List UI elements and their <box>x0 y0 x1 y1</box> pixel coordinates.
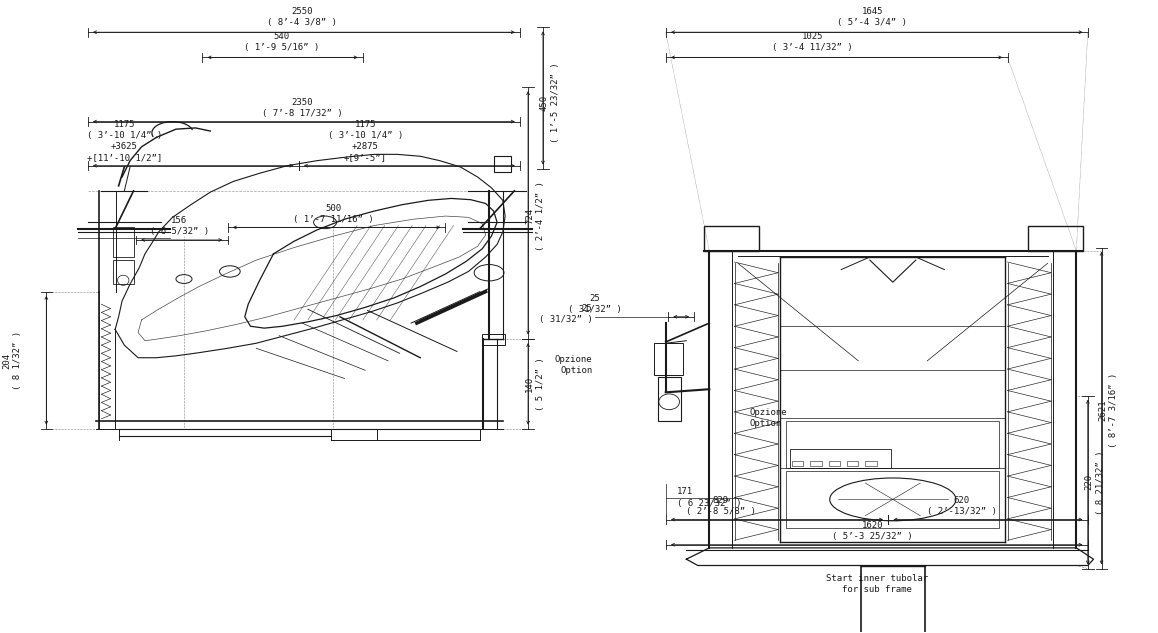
Text: 2621
( 8’-7 3/16” ): 2621 ( 8’-7 3/16” ) <box>1099 372 1119 448</box>
Text: 2550
( 8’-4 3/8” ): 2550 ( 8’-4 3/8” ) <box>267 7 337 27</box>
Bar <box>846 461 858 466</box>
Bar <box>865 461 877 466</box>
Text: Opzione
Option: Opzione Option <box>749 408 787 428</box>
Text: 156
( 6 5/32” ): 156 ( 6 5/32” ) <box>149 216 208 236</box>
Bar <box>829 461 840 466</box>
Text: 140
( 5 1/2” ): 140 ( 5 1/2” ) <box>525 357 545 411</box>
Text: 724
( 2’-4 1/2” ): 724 ( 2’-4 1/2” ) <box>525 181 545 251</box>
Text: 450
( 1’-5 23/32” ): 450 ( 1’-5 23/32” ) <box>540 63 560 143</box>
Bar <box>786 421 999 468</box>
Text: 1645
( 5’-4 3/4” ): 1645 ( 5’-4 3/4” ) <box>837 7 907 27</box>
Text: 500
( 1’-7 11/16” ): 500 ( 1’-7 11/16” ) <box>293 204 373 223</box>
Text: 1175
( 3’-10 1/4” )
+2875
+[9’-5”]: 1175 ( 3’-10 1/4” ) +2875 +[9’-5”] <box>328 120 403 162</box>
Bar <box>482 334 505 345</box>
Bar <box>704 225 758 251</box>
Text: 2350
( 7’-8 17/32” ): 2350 ( 7’-8 17/32” ) <box>262 97 343 118</box>
Bar <box>790 449 891 468</box>
Text: 204
( 8 1/32” ): 204 ( 8 1/32” ) <box>2 331 22 391</box>
Bar <box>493 156 511 172</box>
Text: 171
( 6 23/32” ): 171 ( 6 23/32” ) <box>677 487 741 508</box>
Bar <box>112 260 133 284</box>
Bar <box>792 461 804 466</box>
Text: Opzione
Option: Opzione Option <box>555 354 592 375</box>
Text: 1620
( 5’-3 25/32” ): 1620 ( 5’-3 25/32” ) <box>831 521 913 541</box>
Bar <box>658 377 681 421</box>
Text: 829
( 2’-8 5/8” ): 829 ( 2’-8 5/8” ) <box>686 496 756 516</box>
Text: 620
( 2’-13/32” ): 620 ( 2’-13/32” ) <box>926 496 997 516</box>
Text: 220
( 8 21/32” ): 220 ( 8 21/32” ) <box>1085 450 1105 515</box>
Text: 25
( 31/32” ): 25 ( 31/32” ) <box>567 294 622 314</box>
Text: 540
( 1’-9 5/16” ): 540 ( 1’-9 5/16” ) <box>244 32 320 53</box>
Bar <box>786 471 999 528</box>
Bar <box>654 343 683 375</box>
Text: 1025
( 3’-4 11/32” ): 1025 ( 3’-4 11/32” ) <box>772 32 852 53</box>
Text: Start inner tubolar
for sub frame: Start inner tubolar for sub frame <box>826 573 928 594</box>
Text: 1175
( 3’-10 1/4” )
+3625
+[11’-10 1/2”]: 1175 ( 3’-10 1/4” ) +3625 +[11’-10 1/2”] <box>87 120 162 162</box>
Bar <box>112 227 133 257</box>
Bar <box>1028 225 1083 251</box>
Text: 25
( 31/32” ): 25 ( 31/32” ) <box>538 304 592 323</box>
Bar <box>811 461 822 466</box>
